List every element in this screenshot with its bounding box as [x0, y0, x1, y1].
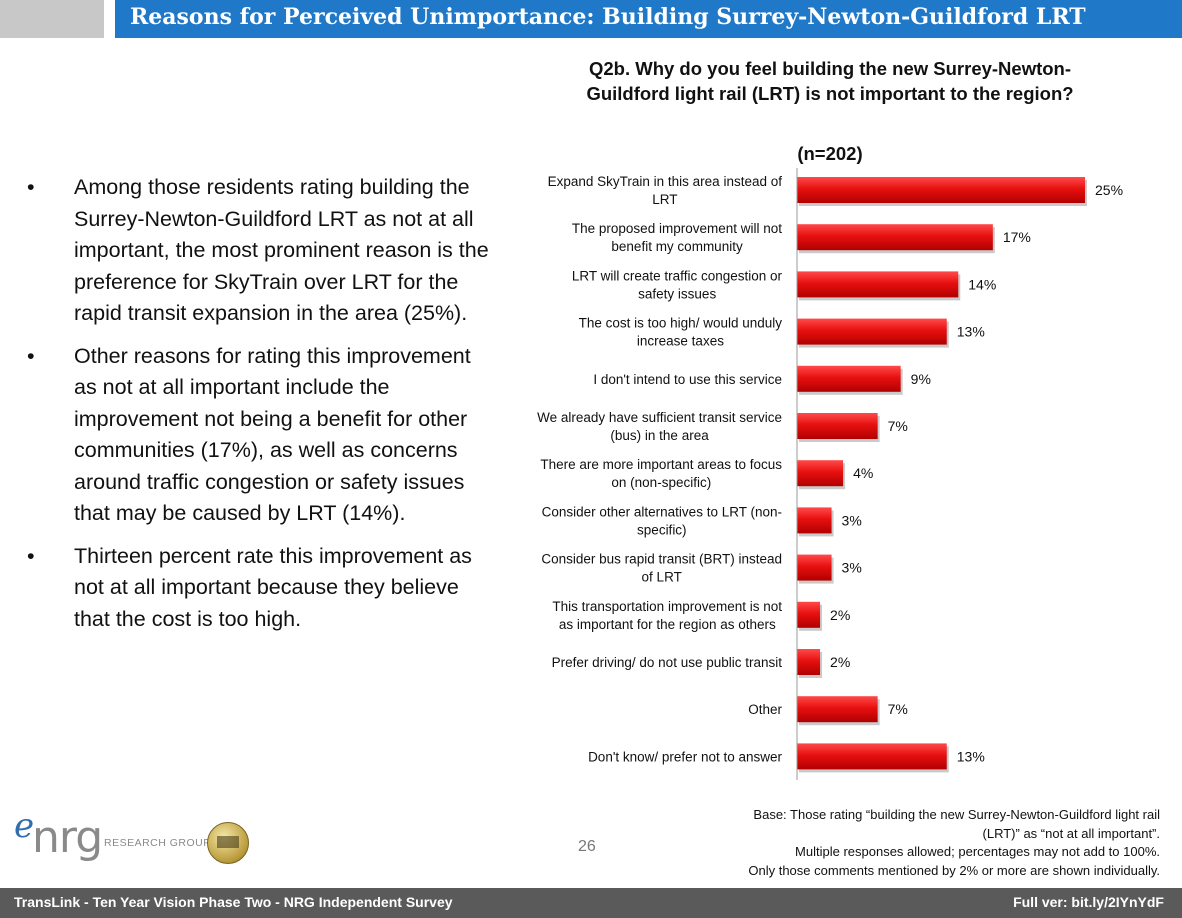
- category-label: We already have sufficient transit servi…: [537, 410, 782, 425]
- award-seal-icon: [207, 822, 249, 864]
- category-label: Consider bus rapid transit (BRT) instead: [541, 552, 782, 567]
- data-label: 4%: [853, 465, 873, 481]
- category-label: The proposed improvement will not: [572, 221, 782, 236]
- bar: [797, 365, 901, 392]
- page-number: 26: [578, 838, 596, 855]
- category-label: Expand SkyTrain in this area instead of: [548, 174, 783, 189]
- page-title: Reasons for Perceived Unimportance: Buil…: [130, 4, 1086, 30]
- category-label: as important for the region as others: [559, 617, 776, 632]
- footer-bar: TransLink - Ten Year Vision Phase Two - …: [0, 888, 1182, 918]
- bar: [797, 224, 993, 251]
- category-label: The cost is too high/ would unduly: [579, 316, 783, 331]
- data-label: 7%: [888, 701, 908, 717]
- base-note-line: (LRT)” as “not at all important”.: [982, 825, 1160, 841]
- category-label: (bus) in the area: [610, 428, 709, 443]
- logo-research-group: RESEARCH GROUP: [104, 837, 211, 849]
- chart-subtitle: (n=202): [797, 143, 863, 164]
- bar: [797, 318, 947, 345]
- nrg-logo: e nrg RESEARCH GROUP: [14, 806, 254, 864]
- logo-e: e: [14, 806, 35, 846]
- header-accent-block: [0, 0, 104, 38]
- data-label: 13%: [957, 748, 985, 764]
- bullet-item: • Other reasons for rating this improveme…: [22, 341, 492, 530]
- data-label: 25%: [1095, 182, 1123, 198]
- bullet-symbol: •: [27, 343, 35, 368]
- category-label: There are more important areas to focus: [540, 457, 782, 472]
- bar: [797, 696, 878, 723]
- bar: [797, 271, 959, 298]
- base-note: Base: Those rating “building the new Sur…: [640, 806, 1160, 880]
- data-label: 3%: [842, 560, 862, 576]
- bullet-text: Thirteen percent rate this improvement a…: [74, 543, 472, 631]
- category-label: Don't know/ prefer not to answer: [588, 749, 782, 764]
- base-note-line: Base: Those rating “building the new Sur…: [753, 807, 1160, 822]
- category-label: I don't intend to use this service: [593, 372, 782, 387]
- category-label: on (non-specific): [611, 475, 711, 490]
- category-label: specific): [637, 522, 687, 537]
- bullet-item: • Thirteen percent rate this improvement …: [22, 541, 492, 636]
- bar: [797, 554, 832, 581]
- bullet-text: Other reasons for rating this improvemen…: [74, 343, 471, 526]
- base-note-line: Only those comments mentioned by 2% or m…: [748, 862, 1160, 878]
- bar: [797, 413, 878, 439]
- category-label: Prefer driving/ do not use public transi…: [552, 655, 783, 670]
- bar: [797, 507, 832, 534]
- bar: [797, 649, 821, 675]
- bullet-symbol: •: [27, 175, 35, 199]
- data-label: 7%: [888, 418, 908, 434]
- data-label: 3%: [842, 512, 862, 528]
- category-label: safety issues: [638, 286, 716, 301]
- chart-title: Q2b. Why do you feel building the new Su…: [586, 58, 1074, 104]
- bar: [797, 743, 947, 770]
- logo-nrg: nrg: [32, 812, 103, 863]
- category-label: This transportation improvement is not: [552, 599, 782, 614]
- category-label: of LRT: [642, 570, 682, 585]
- data-label: 2%: [830, 607, 850, 623]
- footer-survey-title: TransLink - Ten Year Vision Phase Two - …: [14, 894, 453, 910]
- bar: [797, 460, 844, 487]
- header-bar: [115, 0, 1182, 38]
- category-label: Consider other alternatives to LRT (non-: [542, 504, 782, 519]
- data-label: 17%: [1003, 229, 1031, 245]
- category-label: increase taxes: [637, 334, 724, 349]
- data-label: 2%: [830, 654, 850, 670]
- bar: [797, 177, 1085, 203]
- category-label: benefit my community: [611, 239, 743, 254]
- data-label: 9%: [911, 371, 931, 387]
- category-label: LRT: [652, 192, 677, 207]
- bullet-item: • Among those residents rating building t…: [22, 172, 492, 330]
- base-note-line: Multiple responses allowed; percentages …: [795, 844, 1160, 859]
- bar-chart: 25% Expand SkyTrain in this area instead …: [537, 168, 1123, 780]
- footer-link[interactable]: Full ver: bit.ly/2IYnYdF: [1013, 894, 1164, 910]
- bar: [797, 601, 821, 628]
- key-findings-list: • Among those residents rating building t…: [22, 172, 492, 646]
- category-label: Other: [748, 702, 782, 717]
- bullet-text: Among those residents rating building th…: [74, 175, 489, 325]
- data-label: 13%: [957, 324, 985, 340]
- category-label: LRT will create traffic congestion or: [572, 268, 783, 283]
- bullet-symbol: •: [27, 543, 35, 568]
- data-label: 14%: [968, 276, 996, 292]
